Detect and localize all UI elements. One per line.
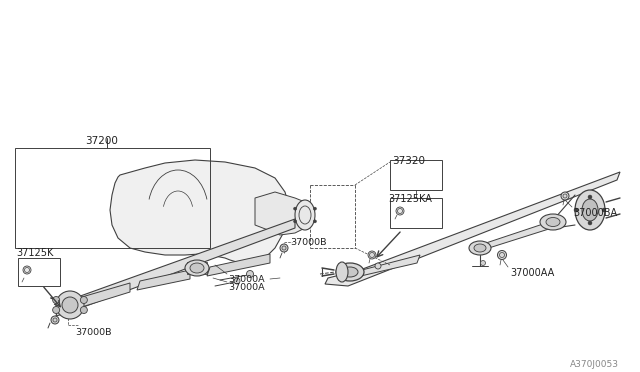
Text: 37125KA: 37125KA [388,194,432,204]
Text: 37000AA: 37000AA [510,268,554,278]
Polygon shape [137,270,190,290]
Circle shape [481,260,486,266]
Circle shape [368,251,376,259]
Circle shape [294,220,296,223]
Circle shape [81,296,87,304]
Text: 37200: 37200 [85,136,118,146]
Circle shape [314,207,316,210]
Text: 37000B: 37000B [290,238,326,247]
Polygon shape [473,220,555,253]
Ellipse shape [336,263,364,281]
Polygon shape [352,255,420,278]
Circle shape [294,207,296,210]
Ellipse shape [469,241,491,255]
Polygon shape [207,254,270,276]
Ellipse shape [540,214,566,230]
Ellipse shape [582,199,598,221]
Text: 37000A: 37000A [228,283,264,292]
Ellipse shape [546,218,560,227]
Circle shape [574,208,578,212]
Bar [15,148,210,248]
Circle shape [56,291,84,319]
Circle shape [62,297,78,313]
Circle shape [23,266,31,274]
Ellipse shape [336,262,348,282]
Circle shape [497,250,506,260]
Text: 37000A: 37000A [228,275,264,284]
Polygon shape [56,219,295,316]
Bar [390,198,442,228]
Ellipse shape [575,190,605,230]
Circle shape [246,270,253,278]
Bar [18,258,60,286]
Circle shape [375,263,381,269]
Text: 37125K: 37125K [16,248,53,258]
Bar [390,160,442,190]
Circle shape [52,296,60,304]
Ellipse shape [295,200,315,230]
Ellipse shape [474,244,486,252]
Circle shape [51,316,59,324]
Circle shape [588,221,592,225]
Circle shape [561,192,569,200]
Polygon shape [325,172,620,286]
Circle shape [588,195,592,199]
Circle shape [396,207,404,215]
Circle shape [602,208,606,212]
Circle shape [234,278,240,284]
Polygon shape [110,160,290,264]
Circle shape [52,307,60,314]
Polygon shape [72,283,130,310]
Text: 37320: 37320 [392,156,425,166]
Text: A370J0053: A370J0053 [570,360,619,369]
Polygon shape [255,192,308,235]
Circle shape [81,307,87,314]
Circle shape [280,244,288,252]
Ellipse shape [185,260,209,276]
Circle shape [314,220,316,223]
Text: 37000BA: 37000BA [573,208,617,218]
Text: 37000B: 37000B [75,328,111,337]
Ellipse shape [342,267,358,277]
Bar [187,262,207,274]
Ellipse shape [190,263,204,273]
